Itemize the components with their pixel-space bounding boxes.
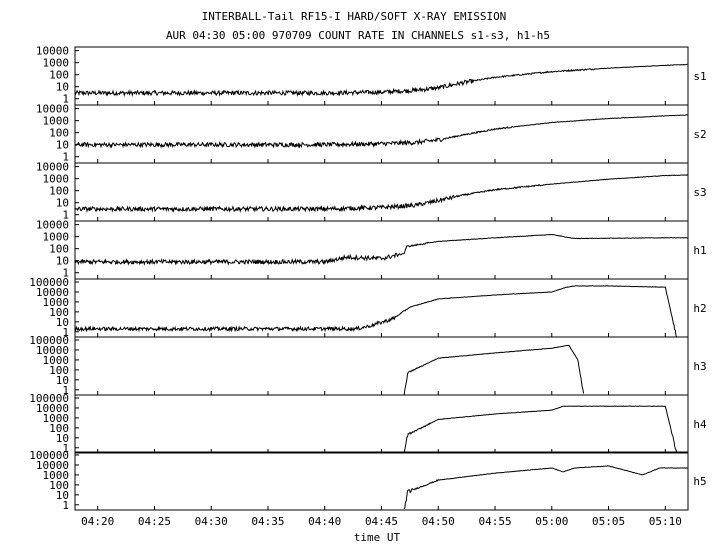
panel-label: h4 — [693, 418, 707, 431]
y-tick-label: 100000 — [29, 334, 69, 347]
series-line-s1 — [74, 63, 688, 98]
panel-label: s3 — [693, 186, 706, 199]
panel-frame — [74, 336, 689, 396]
y-tick-label: 10 — [56, 197, 69, 210]
y-tick-label: 1000 — [43, 354, 70, 367]
x-tick-label: 04:30 — [195, 515, 228, 528]
y-tick-label: 1 — [62, 326, 69, 339]
y-tick-label: 10000 — [36, 161, 69, 174]
x-tick-label: 05:00 — [535, 515, 568, 528]
y-tick-label: 10000 — [36, 402, 69, 415]
panel-frame — [74, 451, 689, 511]
y-tick-label: 10 — [56, 432, 69, 445]
y-tick-label: 10000 — [36, 219, 69, 232]
y-tick-label: 1000 — [43, 231, 70, 244]
panel-frame — [74, 46, 689, 106]
y-tick-label: 1 — [62, 93, 69, 106]
y-tick-label: 10 — [56, 316, 69, 329]
y-tick-label: 10000 — [36, 344, 69, 357]
y-tick-label: 1000 — [43, 57, 70, 70]
x-axis-label: time UT — [354, 531, 401, 544]
y-tick-label: 1000 — [43, 469, 70, 482]
panel-label: h1 — [693, 244, 706, 257]
panel-frame — [74, 394, 689, 454]
y-tick-label: 10 — [56, 81, 69, 94]
y-tick-label: 100 — [49, 479, 69, 492]
x-tick-label: 04:50 — [422, 515, 455, 528]
y-tick-label: 1000 — [43, 412, 70, 425]
x-tick-label: 04:20 — [81, 515, 114, 528]
x-tick-label: 05:05 — [592, 515, 625, 528]
series-line-h5 — [403, 465, 689, 510]
y-tick-label: 100 — [49, 306, 69, 319]
panel-label: h5 — [693, 475, 706, 488]
y-tick-label: 1000 — [43, 296, 70, 309]
series-line-h1 — [74, 233, 689, 266]
y-tick-label: 100 — [49, 127, 69, 140]
y-tick-label: 1 — [62, 151, 69, 164]
panel-label: h2 — [693, 302, 706, 315]
y-tick-label: 10000 — [36, 45, 69, 58]
series-line-h3 — [403, 344, 585, 395]
y-tick-label: 100 — [49, 69, 69, 82]
x-tick-label: 04:45 — [365, 515, 398, 528]
x-tick-label: 04:25 — [138, 515, 171, 528]
y-tick-label: 1 — [62, 267, 69, 280]
y-tick-label: 100000 — [29, 449, 69, 462]
chart-subtitle: AUR 04:30 05:00 970709 COUNT RATE IN CHA… — [166, 29, 550, 42]
y-tick-label: 1000 — [43, 173, 70, 186]
y-tick-label: 10000 — [36, 103, 69, 116]
y-tick-label: 100 — [49, 422, 69, 435]
series-line-s2 — [74, 114, 689, 149]
y-tick-label: 10 — [56, 255, 69, 268]
y-tick-label: 10000 — [36, 286, 69, 299]
panel-label: s2 — [693, 128, 706, 141]
series-line-s3 — [74, 174, 689, 214]
y-tick-label: 100 — [49, 364, 69, 377]
y-tick-label: 1 — [62, 442, 69, 455]
y-tick-label: 100 — [49, 243, 69, 256]
x-tick-label: 04:40 — [308, 515, 341, 528]
y-tick-label: 100 — [49, 185, 69, 198]
y-tick-label: 10000 — [36, 459, 69, 472]
panel-label: s1 — [693, 70, 706, 83]
x-tick-label: 05:10 — [649, 515, 682, 528]
x-tick-label: 04:55 — [478, 515, 511, 528]
x-tick-label: 04:35 — [251, 515, 284, 528]
y-tick-label: 1 — [62, 209, 69, 222]
panel-frame — [74, 104, 689, 164]
y-tick-label: 1 — [62, 384, 69, 397]
y-tick-label: 10 — [56, 139, 69, 152]
y-tick-label: 1000 — [43, 115, 70, 128]
y-tick-label: 100000 — [29, 392, 69, 405]
panels: 100001000100101s1100001000100101s2100001… — [29, 45, 707, 512]
panel-frame — [74, 162, 689, 222]
series-line-h2 — [74, 285, 678, 338]
y-tick-label: 10 — [56, 489, 69, 502]
panel-label: h3 — [693, 360, 706, 373]
chart-title: INTERBALL-Tail RF15-I HARD/SOFT X-RAY EM… — [202, 10, 507, 23]
y-tick-label: 100000 — [29, 276, 69, 289]
y-tick-label: 1 — [62, 499, 69, 512]
panel-frame — [74, 220, 689, 280]
series-line-h4 — [403, 405, 678, 453]
x-axis: 04:20 04:25 04:30 04:35 04:40 04:45 04:50 04:55… — [81, 515, 682, 528]
y-tick-label: 10 — [56, 374, 69, 387]
